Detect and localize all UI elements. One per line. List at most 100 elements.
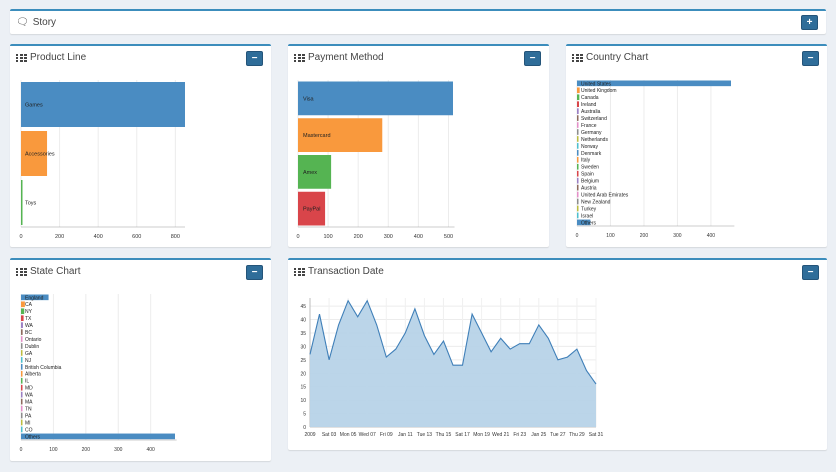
bar — [21, 426, 23, 433]
bar-label: Dublin — [25, 344, 39, 350]
y-tick-label: 40 — [300, 318, 306, 324]
th-grid-icon — [294, 267, 305, 276]
bar-label: Amex — [303, 170, 317, 176]
transaction-date-title: Transaction Date — [308, 266, 384, 277]
transaction-date-collapse-button[interactable]: − — [802, 265, 819, 280]
bar-label: Italy — [581, 158, 591, 164]
bar — [21, 364, 23, 370]
bar — [21, 433, 175, 440]
product-line-collapse-button[interactable]: − — [246, 51, 263, 66]
bar-label: Germany — [581, 130, 602, 136]
bar — [21, 322, 23, 328]
th-grid-icon — [294, 53, 305, 62]
x-tick-label: 100 — [49, 447, 58, 453]
area-fill — [310, 300, 596, 427]
x-tick-label: Jan 11 — [398, 432, 413, 438]
payment-method-collapse-button[interactable]: − — [524, 51, 541, 66]
x-tick-label: 600 — [132, 234, 141, 240]
y-tick-label: 25 — [300, 358, 306, 364]
bar-label: Mastercard — [303, 133, 331, 139]
bar-label: Alberta — [25, 372, 41, 378]
bar-label: GA — [25, 351, 33, 357]
bar — [577, 191, 579, 198]
bar — [21, 350, 23, 356]
y-tick-label: 15 — [300, 385, 306, 391]
y-tick-label: 5 — [303, 412, 306, 418]
th-grid-icon — [16, 53, 27, 62]
bar-label: Accessories — [25, 152, 55, 158]
bar-label: Belgium — [581, 179, 599, 185]
country-chart-collapse-button[interactable]: − — [802, 51, 819, 66]
bar-label: MI — [25, 420, 31, 426]
bar — [577, 143, 579, 149]
x-tick-label: 400 — [94, 234, 103, 240]
bar — [21, 308, 25, 315]
bar-label: United States — [581, 81, 612, 87]
x-tick-label: Wed 21 — [492, 432, 509, 438]
y-tick-label: 45 — [300, 304, 306, 310]
state-chart-header: State Chart − — [10, 260, 271, 288]
x-tick-label: 0 — [19, 234, 22, 240]
bar — [21, 343, 23, 349]
bar — [21, 419, 23, 426]
bar — [577, 219, 591, 226]
bar — [577, 108, 579, 114]
bar — [577, 177, 579, 184]
transaction-date-header: Transaction Date − — [288, 260, 827, 288]
x-tick-label: 0 — [296, 234, 299, 240]
bar — [577, 163, 579, 170]
bar-label: MA — [25, 400, 33, 406]
state-chart-box: State Chart − 0 100 200 300 400 England CA NY TX… — [10, 258, 271, 461]
bar — [577, 198, 579, 205]
bar-label: Others — [581, 220, 597, 226]
bar — [21, 405, 23, 412]
bar — [21, 357, 23, 363]
x-tick-label: 200 — [82, 447, 91, 453]
bar — [577, 205, 579, 212]
bar-label: Norway — [581, 144, 598, 150]
bar-label: British Columbia — [25, 365, 62, 371]
x-tick-label: Fri 23 — [513, 432, 526, 438]
bar — [298, 118, 383, 152]
story-header: 🗨 Story — [16, 17, 56, 28]
x-tick-label: 300 — [384, 234, 393, 240]
bar-label: Toys — [25, 201, 37, 207]
bar — [577, 212, 579, 219]
state-chart-title: State Chart — [30, 266, 81, 277]
th-grid-icon — [16, 267, 27, 276]
y-tick-label: 20 — [300, 371, 306, 377]
bar — [298, 155, 332, 189]
bar — [21, 329, 23, 335]
bar-label: United Arab Emirates — [581, 192, 629, 198]
bar-label: Others — [25, 434, 41, 440]
x-tick-label: Mon 19 — [473, 432, 490, 438]
product-line-header: Product Line − — [10, 46, 271, 74]
x-tick-label: 300 — [673, 233, 682, 239]
state-chart-collapse-button[interactable]: − — [246, 265, 263, 280]
bar-label: WA — [25, 393, 34, 399]
x-tick-label: 400 — [707, 233, 716, 239]
bar — [21, 131, 48, 176]
bar-label: Netherlands — [581, 137, 608, 143]
bar — [577, 156, 579, 163]
x-tick-label: Tue 27 — [550, 432, 566, 438]
bar-label: NY — [25, 309, 33, 315]
bar-label: Switzerland — [581, 116, 607, 122]
country-chart-title: Country Chart — [586, 52, 649, 63]
x-tick-label: 0 — [20, 447, 23, 453]
bar-label: Canada — [581, 95, 599, 101]
bar-label: Sweden — [581, 165, 599, 171]
product-line-box: Product Line − 0 200 400 600 800 Games Accesso… — [10, 44, 271, 247]
story-expand-button[interactable]: + — [801, 15, 818, 30]
payment-method-box: Payment Method − 0 100 200 300 400 500 Visa Mas… — [288, 44, 549, 247]
series-line — [309, 299, 597, 385]
bar — [21, 391, 23, 398]
bar — [21, 384, 23, 391]
bar-label: Austria — [581, 186, 597, 192]
story-box: 🗨 Story + — [10, 9, 826, 34]
bar-label: PA — [25, 413, 32, 419]
bar — [21, 412, 23, 419]
y-tick-label: 30 — [300, 344, 306, 350]
bar-label: NJ — [25, 358, 32, 364]
